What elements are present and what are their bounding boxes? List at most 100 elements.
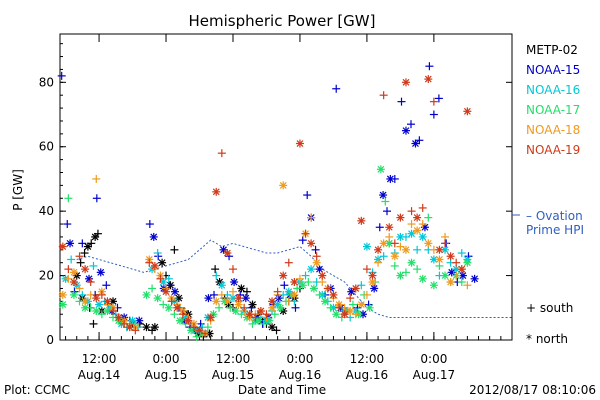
data-point (230, 278, 239, 287)
data-point (280, 281, 289, 290)
data-point (87, 239, 96, 248)
data-point (374, 258, 383, 267)
data-point (290, 278, 299, 287)
data-point (210, 290, 219, 299)
data-point (425, 62, 434, 71)
data-point (204, 294, 213, 303)
data-point (301, 229, 310, 238)
data-point (231, 307, 240, 316)
data-point (64, 194, 73, 203)
x-tick-time: 12:00 (82, 352, 117, 366)
y-tick-label: 0 (46, 333, 54, 347)
data-point (58, 300, 67, 309)
data-point (429, 97, 438, 106)
data-point (86, 303, 95, 312)
data-point (284, 258, 293, 267)
data-point (245, 310, 254, 319)
legend-entry: NOAA-15 (526, 63, 580, 77)
data-point (362, 290, 371, 299)
data-point (75, 252, 84, 261)
data-point (303, 191, 312, 200)
data-point (164, 274, 173, 283)
data-point (463, 107, 472, 116)
data-point (318, 271, 327, 280)
data-point (259, 319, 268, 328)
data-point (315, 265, 324, 274)
data-point (201, 329, 210, 338)
data-point (463, 281, 472, 290)
data-point (58, 290, 67, 299)
data-point (178, 310, 187, 319)
data-point (326, 303, 335, 312)
x-tick-time: 12:00 (216, 352, 251, 366)
data-point (57, 71, 66, 80)
data-point (103, 297, 112, 306)
data-point (441, 239, 450, 248)
x-tick-date: Aug.15 (212, 368, 255, 382)
data-point (80, 249, 89, 258)
data-point (223, 297, 232, 306)
data-point (162, 287, 171, 296)
data-point (256, 307, 265, 316)
data-point (67, 255, 76, 264)
data-point (401, 78, 410, 87)
data-point (217, 149, 226, 158)
data-point (307, 213, 316, 222)
data-point (97, 290, 106, 299)
y-tick-label: 80 (39, 75, 54, 89)
data-point (379, 191, 388, 200)
data-point (228, 294, 237, 303)
legend-entry: NOAA-16 (526, 83, 580, 97)
data-point (241, 294, 250, 303)
data-point (357, 216, 366, 225)
data-point (170, 245, 179, 254)
data-point (370, 284, 379, 293)
data-point (434, 94, 443, 103)
data-point (226, 303, 235, 312)
data-point (435, 245, 444, 254)
chart-title: Hemispheric Power [GW] (189, 12, 376, 30)
data-point (228, 287, 237, 296)
data-point (237, 284, 246, 293)
data-point (470, 274, 479, 283)
data-point (293, 284, 302, 293)
data-point (376, 165, 385, 174)
data-point (390, 252, 399, 261)
data-point (390, 239, 399, 248)
data-point (357, 281, 366, 290)
data-point (463, 258, 472, 267)
data-point (189, 323, 198, 332)
data-point (170, 287, 179, 296)
data-point (69, 278, 78, 287)
y-tick-label: 40 (39, 204, 54, 218)
data-point (173, 303, 182, 312)
data-point (396, 271, 405, 280)
data-point (368, 271, 377, 280)
data-point (206, 313, 215, 322)
data-point (164, 303, 173, 312)
legend: METP-02 NOAA-15 NOAA-16 NOAA-17 NOAA-18 NOAA-… (512, 43, 584, 346)
data-point (228, 265, 237, 274)
data-point (401, 245, 410, 254)
data-point (212, 187, 221, 196)
legend-ovation: – Ovation (526, 209, 583, 223)
data-point (64, 274, 73, 283)
data-point (397, 97, 406, 106)
data-point (390, 261, 399, 270)
x-axis: 12:00 Aug.14 0:00 Aug.15 12:00 Aug.15 0:00 Aug.… (65, 34, 513, 382)
x-tick-date: Aug.16 (279, 368, 322, 382)
data-point (407, 220, 416, 229)
legend-ovation-line2: Prime HPI (526, 223, 584, 237)
data-point (346, 294, 355, 303)
data-point (89, 261, 98, 270)
data-point (351, 284, 360, 293)
data-point (407, 258, 416, 267)
x-tick-date: Aug.14 (78, 368, 121, 382)
data-point (212, 271, 221, 280)
data-point (174, 294, 183, 303)
data-point (457, 278, 466, 287)
data-point (365, 303, 374, 312)
data-point (142, 290, 151, 299)
y-axis-label: P [GW] (11, 169, 25, 211)
data-point (385, 232, 394, 241)
